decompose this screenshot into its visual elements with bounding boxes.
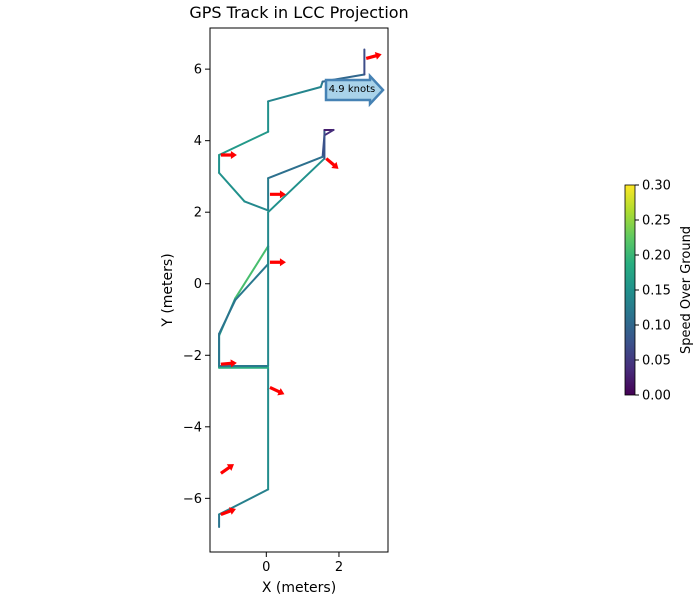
track-segment	[234, 245, 270, 300]
track-segment	[218, 488, 270, 516]
y-tick-label: 2	[194, 206, 202, 221]
y-tick-label: −2	[183, 349, 202, 364]
heading-arrow	[269, 386, 285, 396]
colorbar-tick-label: 0.25	[642, 214, 671, 229]
plot-area: 4.9 knots	[209, 27, 389, 553]
track-segment	[267, 86, 322, 103]
track-segment	[218, 130, 270, 156]
y-tick-label: 0	[194, 277, 202, 292]
heading-arrow	[365, 51, 382, 60]
track-layer	[218, 48, 366, 528]
heading-arrow-layer	[219, 51, 382, 516]
colorbar-tick-label: 0.05	[642, 354, 671, 369]
heading-arrow	[220, 359, 237, 368]
speed-annotation: 4.9 knots	[324, 72, 385, 108]
colorbar-tick-label: 0.20	[642, 249, 671, 264]
colorbar-tick-label: 0.30	[642, 179, 671, 194]
heading-arrow	[269, 258, 286, 267]
speed-annotation-arrow-box	[324, 72, 385, 108]
x-tick-label: 2	[335, 560, 343, 575]
track-segment	[243, 200, 270, 212]
colorbar-tick-label: 0.10	[642, 319, 671, 334]
y-axis-label: Y (meters)	[160, 253, 176, 327]
chart-title: GPS Track in LCC Projection	[189, 3, 408, 22]
track-segment	[323, 128, 335, 137]
track-segment	[267, 155, 324, 180]
heading-arrow	[269, 190, 286, 199]
y-tick-label: 4	[194, 134, 202, 149]
colorbar-ticks: 0.00 0.05 0.10 0.15 0.20 0.25 0.30	[635, 179, 671, 404]
x-axis-label: X (meters)	[262, 580, 336, 596]
plot-background	[210, 28, 388, 552]
y-axis: −6 −4 −2 0 2 4 6	[183, 63, 210, 507]
y-tick-label: 6	[194, 63, 202, 78]
colorbar-tick-label: 0.00	[642, 389, 671, 404]
y-tick-label: −4	[183, 420, 202, 435]
track-segment	[218, 298, 237, 335]
heading-arrow	[219, 464, 235, 475]
y-tick-label: −6	[183, 492, 202, 507]
x-tick-label: 0	[262, 560, 270, 575]
heading-arrow	[325, 157, 339, 169]
colorbar-tick-label: 0.15	[642, 284, 671, 299]
colorbar-label: Speed Over Ground	[679, 226, 694, 354]
colorbar: 0.00 0.05 0.10 0.15 0.20 0.25 0.30 Speed Over …	[624, 179, 694, 404]
speed-annotation-label: 4.9 knots	[329, 84, 375, 95]
track-segment	[218, 171, 246, 203]
track-segment	[321, 134, 326, 158]
track-segment	[234, 263, 270, 301]
track-segment	[267, 157, 326, 214]
plot-frame	[209, 27, 389, 553]
colorbar-gradient	[624, 184, 636, 396]
heading-arrow	[220, 507, 236, 516]
heading-arrow	[220, 150, 237, 159]
